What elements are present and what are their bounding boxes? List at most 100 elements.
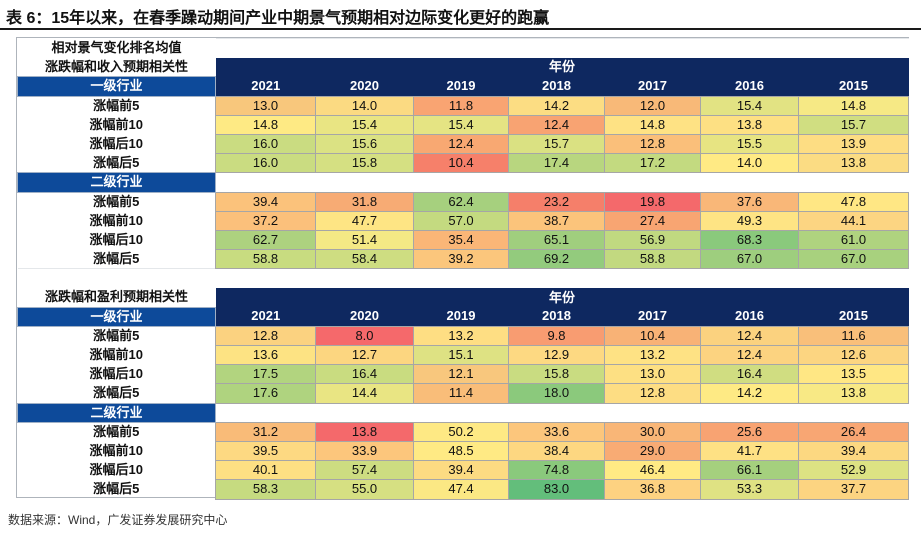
value-cell: 14.0 (700, 153, 799, 174)
year-header: 2021 (215, 307, 316, 327)
header-spacer (315, 37, 414, 58)
group-spacer (508, 402, 605, 423)
value-cell: 68.3 (700, 229, 799, 251)
value-cell: 13.6 (215, 344, 316, 366)
table-row: 涨幅前5 13.0 14.0 11.8 14.2 12.0 15.4 14.8 (18, 95, 909, 116)
value-cell: 10.4 (604, 325, 701, 347)
group-spacer (315, 402, 414, 423)
value-cell: 17.5 (215, 364, 316, 385)
table-row: 涨幅前10 14.8 15.4 15.4 12.4 14.8 13.8 15.7 (18, 114, 909, 135)
value-cell: 47.4 (413, 479, 509, 500)
value-cell: 51.4 (315, 229, 414, 251)
group-header-row: 一级行业 2021 2020 2019 2018 2017 2016 2015 (17, 306, 909, 327)
value-cell: 33.6 (508, 421, 605, 442)
value-cell: 15.5 (700, 133, 799, 155)
value-cell: 83.0 (508, 479, 605, 500)
section-title-row: 涨跌幅和盈利预期相关性 年份 (18, 287, 909, 308)
section-gap-row (17, 268, 909, 288)
table-row: 涨幅前5 12.8 8.0 13.2 9.8 10.4 12.4 11.6 (18, 325, 909, 347)
value-cell: 37.6 (700, 191, 799, 212)
group-spacer (215, 172, 316, 192)
group-label: 二级行业 (17, 402, 216, 423)
years-label: 年份 (215, 57, 909, 77)
table-row: 涨幅前10 39.5 33.9 48.5 38.4 29.0 41.7 39.4 (18, 440, 909, 462)
value-cell: 15.6 (315, 133, 414, 155)
table-row: 涨幅后10 17.5 16.4 12.1 15.8 13.0 16.4 13.5 (18, 364, 909, 385)
table-row: 涨幅后5 17.6 14.4 11.4 18.0 12.8 14.2 13.8 (18, 383, 909, 404)
table-row: 涨幅前10 13.6 12.7 15.1 12.9 13.2 12.4 12.6 (18, 344, 909, 366)
year-header: 2016 (700, 307, 799, 327)
group-spacer (508, 172, 605, 192)
group-spacer (700, 172, 799, 192)
year-header: 2020 (315, 307, 414, 327)
sentiment-ranking-table: 相对景气变化排名均值 涨跌幅和收入预期相关性 年份 一级行业 2021 2020 2019 2… (17, 37, 909, 500)
value-cell: 44.1 (798, 210, 909, 231)
section-name: 涨跌幅和收入预期相关性 (44, 59, 188, 75)
group-spacer (413, 402, 509, 423)
value-cell: 58.8 (215, 249, 316, 270)
group-spacer (413, 172, 509, 192)
value-cell: 27.4 (604, 210, 701, 231)
value-cell: 56.9 (604, 229, 701, 251)
value-cell: 19.8 (604, 191, 701, 212)
value-cell: 14.0 (315, 95, 414, 116)
years-label: 年份 (215, 287, 909, 308)
row-label: 涨幅前10 (89, 212, 143, 228)
group-header-row: 一级行业 2021 2020 2019 2018 2017 2016 2015 (17, 76, 909, 97)
value-cell: 13.0 (604, 364, 701, 385)
group-label: 一级行业 (17, 76, 216, 97)
row-label: 涨幅前10 (89, 347, 143, 363)
value-cell: 57.4 (315, 460, 414, 481)
source-note: 数据来源：Wind，广发证券发展研究中心 (8, 513, 228, 527)
value-cell: 47.8 (798, 191, 909, 212)
value-cell: 39.2 (413, 249, 509, 270)
year-header: 2016 (700, 76, 799, 97)
value-cell: 55.0 (315, 479, 414, 500)
value-cell: 26.4 (798, 421, 909, 442)
value-cell: 17.4 (508, 153, 605, 174)
row-label: 涨幅前10 (89, 116, 143, 132)
value-cell: 8.0 (315, 325, 414, 347)
value-cell: 33.9 (315, 440, 414, 462)
header-spacer (798, 37, 909, 58)
gap-cell (17, 268, 216, 288)
row-label: 涨幅前10 (89, 443, 143, 459)
header-spacer (508, 37, 605, 58)
value-cell: 38.7 (508, 210, 605, 231)
gap-cell (215, 268, 316, 288)
table-row: 涨幅后10 62.7 51.4 35.4 65.1 56.9 68.3 61.0 (18, 229, 909, 251)
gap-cell (700, 268, 799, 288)
value-cell: 15.4 (700, 95, 799, 116)
value-cell: 15.7 (508, 133, 605, 155)
header-spacer (700, 37, 799, 58)
value-cell: 14.2 (700, 383, 799, 404)
value-cell: 66.1 (700, 460, 799, 481)
year-header: 2015 (798, 307, 909, 327)
value-cell: 11.4 (413, 383, 509, 404)
year-header: 2020 (315, 76, 414, 97)
value-cell: 57.0 (413, 210, 509, 231)
year-header: 2019 (413, 76, 509, 97)
value-cell: 12.9 (508, 344, 605, 366)
row-label: 涨幅后5 (93, 154, 140, 170)
year-header: 2017 (604, 307, 701, 327)
header-spacer (604, 37, 701, 58)
year-header: 2021 (215, 76, 316, 97)
value-cell: 13.9 (798, 133, 909, 155)
row-label: 涨幅后5 (93, 385, 140, 401)
value-cell: 15.8 (315, 153, 414, 174)
table-row: 涨幅后10 40.1 57.4 39.4 74.8 46.4 66.1 52.9 (18, 460, 909, 481)
row-label: 涨幅后10 (89, 136, 143, 152)
row-label: 涨幅后10 (89, 366, 143, 382)
value-cell: 58.4 (315, 249, 414, 270)
group-spacer (604, 402, 701, 423)
value-cell: 13.8 (315, 421, 414, 442)
value-cell: 46.4 (604, 460, 701, 481)
value-cell: 39.5 (215, 440, 316, 462)
header-spacer (215, 37, 316, 58)
value-cell: 41.7 (700, 440, 799, 462)
row-label: 涨幅前5 (93, 97, 140, 113)
section-name: 涨跌幅和盈利预期相关性 (44, 289, 188, 305)
group-header-row: 二级行业 (17, 402, 909, 423)
section-title-row: 涨跌幅和收入预期相关性 年份 (18, 57, 909, 77)
